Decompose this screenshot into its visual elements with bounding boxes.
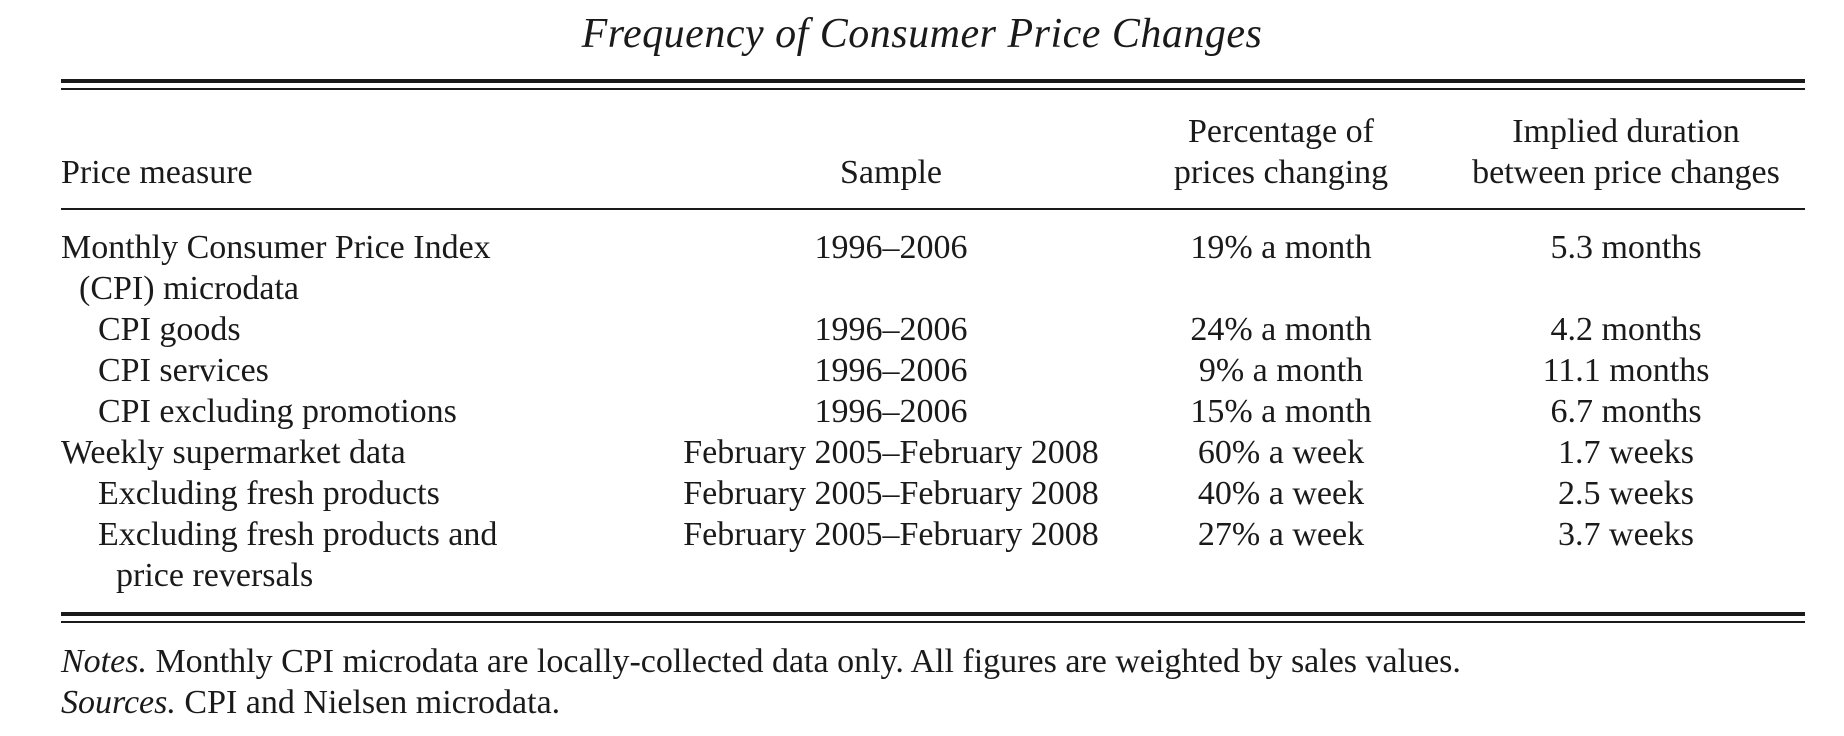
header-percentage: Percentage of prices changing xyxy=(1101,111,1461,193)
table-row: CPI excluding promotions 1996–2006 15% a… xyxy=(61,391,1805,432)
row-sample: February 2005–February 2008 xyxy=(683,434,1099,471)
top-rule-thin xyxy=(61,88,1805,90)
header-duration-line1: Implied duration xyxy=(1512,113,1740,150)
row-sample: 1996–2006 xyxy=(814,352,968,389)
table-row: Excluding fresh products and price rever… xyxy=(61,514,1805,596)
row-duration: 1.7 weeks xyxy=(1558,434,1694,471)
table-header-row: Price measure Sample Percentage of price… xyxy=(61,111,1805,195)
row-percentage: 40% a week xyxy=(1197,475,1365,512)
row-price-measure: CPI services xyxy=(98,352,269,389)
row-duration: 5.3 months xyxy=(1550,229,1702,266)
row-percentage: 9% a month xyxy=(1198,352,1364,389)
notes-line: Notes. Monthly CPI microdata are locally… xyxy=(61,641,1805,682)
table-row: Monthly Consumer Price Index (CPI) micro… xyxy=(61,227,1805,309)
header-price-measure: Price measure xyxy=(61,154,253,191)
row-measure-continuation: (CPI) microdata xyxy=(79,270,299,307)
row-percentage: 19% a month xyxy=(1190,229,1372,266)
row-duration: 6.7 months xyxy=(1550,393,1702,430)
bottom-rule-thick xyxy=(61,612,1805,616)
sources-label: Sources. xyxy=(61,684,176,721)
table-notes: Notes. Monthly CPI microdata are locally… xyxy=(61,641,1805,723)
header-percentage-line2: prices changing xyxy=(1173,154,1389,191)
sources-line: Sources. CPI and Nielsen microdata. xyxy=(61,682,1805,723)
notes-label: Notes. xyxy=(61,643,147,680)
row-price-measure: Monthly Consumer Price Index (CPI) micro… xyxy=(61,227,621,309)
row-measure-text: Monthly Consumer Price Index xyxy=(61,229,491,266)
row-duration: 2.5 weeks xyxy=(1558,475,1694,512)
notes-text: Monthly CPI microdata are locally-collec… xyxy=(146,643,1461,680)
row-sample: 1996–2006 xyxy=(814,393,968,430)
table-row: Weekly supermarket data February 2005–Fe… xyxy=(61,432,1805,473)
header-duration-line2: between price changes xyxy=(1472,154,1780,191)
table-row: Excluding fresh products February 2005–F… xyxy=(61,473,1805,514)
row-measure-text: Excluding fresh products and xyxy=(98,516,498,553)
row-sample: 1996–2006 xyxy=(814,311,968,348)
header-percentage-line1: Percentage of xyxy=(1188,113,1374,150)
row-percentage: 60% a week xyxy=(1197,434,1365,471)
row-sample: 1996–2006 xyxy=(814,229,968,266)
sources-text: CPI and Nielsen microdata. xyxy=(175,684,561,721)
bottom-rule-thin xyxy=(61,621,1805,623)
row-price-measure: CPI excluding promotions xyxy=(98,393,457,430)
header-rule xyxy=(61,208,1805,210)
row-sample: February 2005–February 2008 xyxy=(683,475,1099,512)
row-price-measure: CPI goods xyxy=(98,311,241,348)
row-percentage: 15% a month xyxy=(1190,393,1372,430)
row-duration: 4.2 months xyxy=(1550,311,1702,348)
row-percentage: 24% a month xyxy=(1190,311,1372,348)
row-sample: February 2005–February 2008 xyxy=(683,516,1099,553)
table-title: Frequency of Consumer Price Changes xyxy=(581,11,1263,57)
row-duration: 3.7 weeks xyxy=(1558,516,1694,553)
row-price-measure: Excluding fresh products and price rever… xyxy=(61,514,658,596)
row-price-measure: Excluding fresh products xyxy=(98,475,440,512)
row-duration: 11.1 months xyxy=(1542,352,1710,389)
row-measure-continuation: price reversals xyxy=(116,557,314,594)
row-price-measure: Weekly supermarket data xyxy=(61,434,406,471)
top-rule-thick xyxy=(61,79,1805,83)
table-row: CPI goods 1996–2006 24% a month 4.2 mont… xyxy=(61,309,1805,350)
table-row: CPI services 1996–2006 9% a month 11.1 m… xyxy=(61,350,1805,391)
row-percentage: 27% a week xyxy=(1197,516,1365,553)
header-duration: Implied duration between price changes xyxy=(1431,111,1821,193)
header-sample: Sample xyxy=(840,154,942,191)
